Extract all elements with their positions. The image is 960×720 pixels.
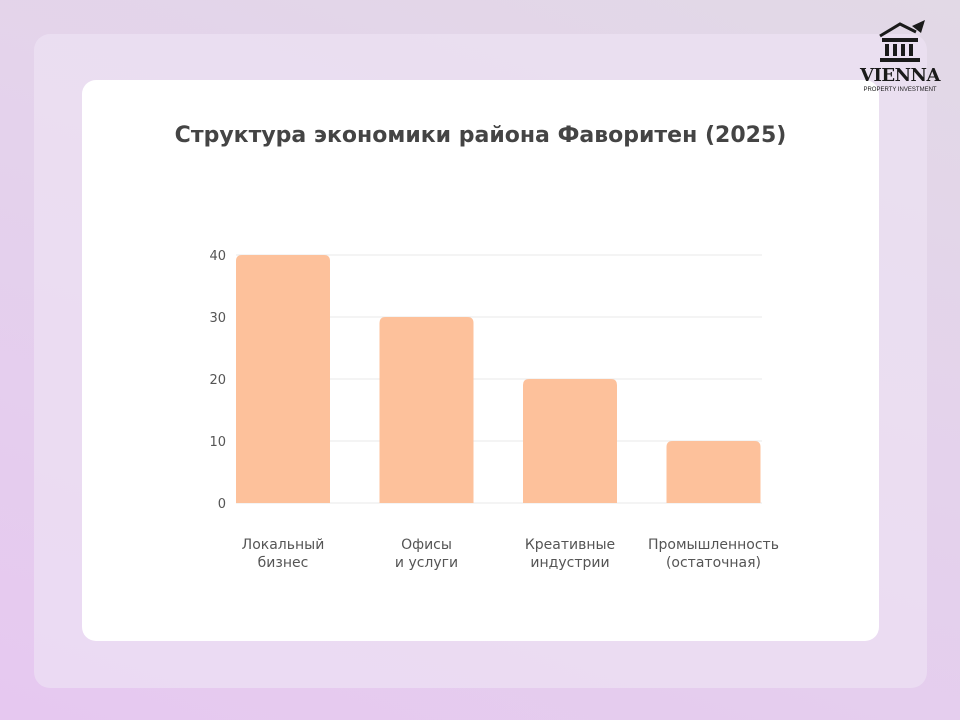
brand-tagline: PROPERTY INVESTMENT — [863, 87, 937, 93]
bar-0 — [236, 255, 330, 503]
bar-2 — [523, 379, 617, 503]
x-category-label: Локальный бизнес — [241, 537, 325, 571]
building-arrow-icon — [879, 20, 925, 62]
y-tick-label: 20 — [209, 373, 226, 388]
brand-logo: VIENNA PROPERTY INVESTMENT — [852, 18, 948, 98]
x-category-label: Офисы и услуги — [394, 537, 459, 571]
y-tick-label: 30 — [209, 311, 226, 326]
y-tick-label: 10 — [209, 435, 226, 450]
y-tick-label: 40 — [209, 249, 226, 264]
bar-1 — [379, 317, 474, 503]
chart-title: Структура экономики района Фаворитен (20… — [174, 123, 787, 148]
chart-card — [82, 80, 879, 641]
bar-3 — [666, 441, 761, 503]
y-tick-label: 0 — [218, 497, 226, 512]
x-category-label: Креативные индустрии — [524, 537, 616, 571]
brand-name: VIENNA — [860, 65, 940, 86]
x-category-label: Промышленность (остаточная) — [648, 537, 779, 571]
